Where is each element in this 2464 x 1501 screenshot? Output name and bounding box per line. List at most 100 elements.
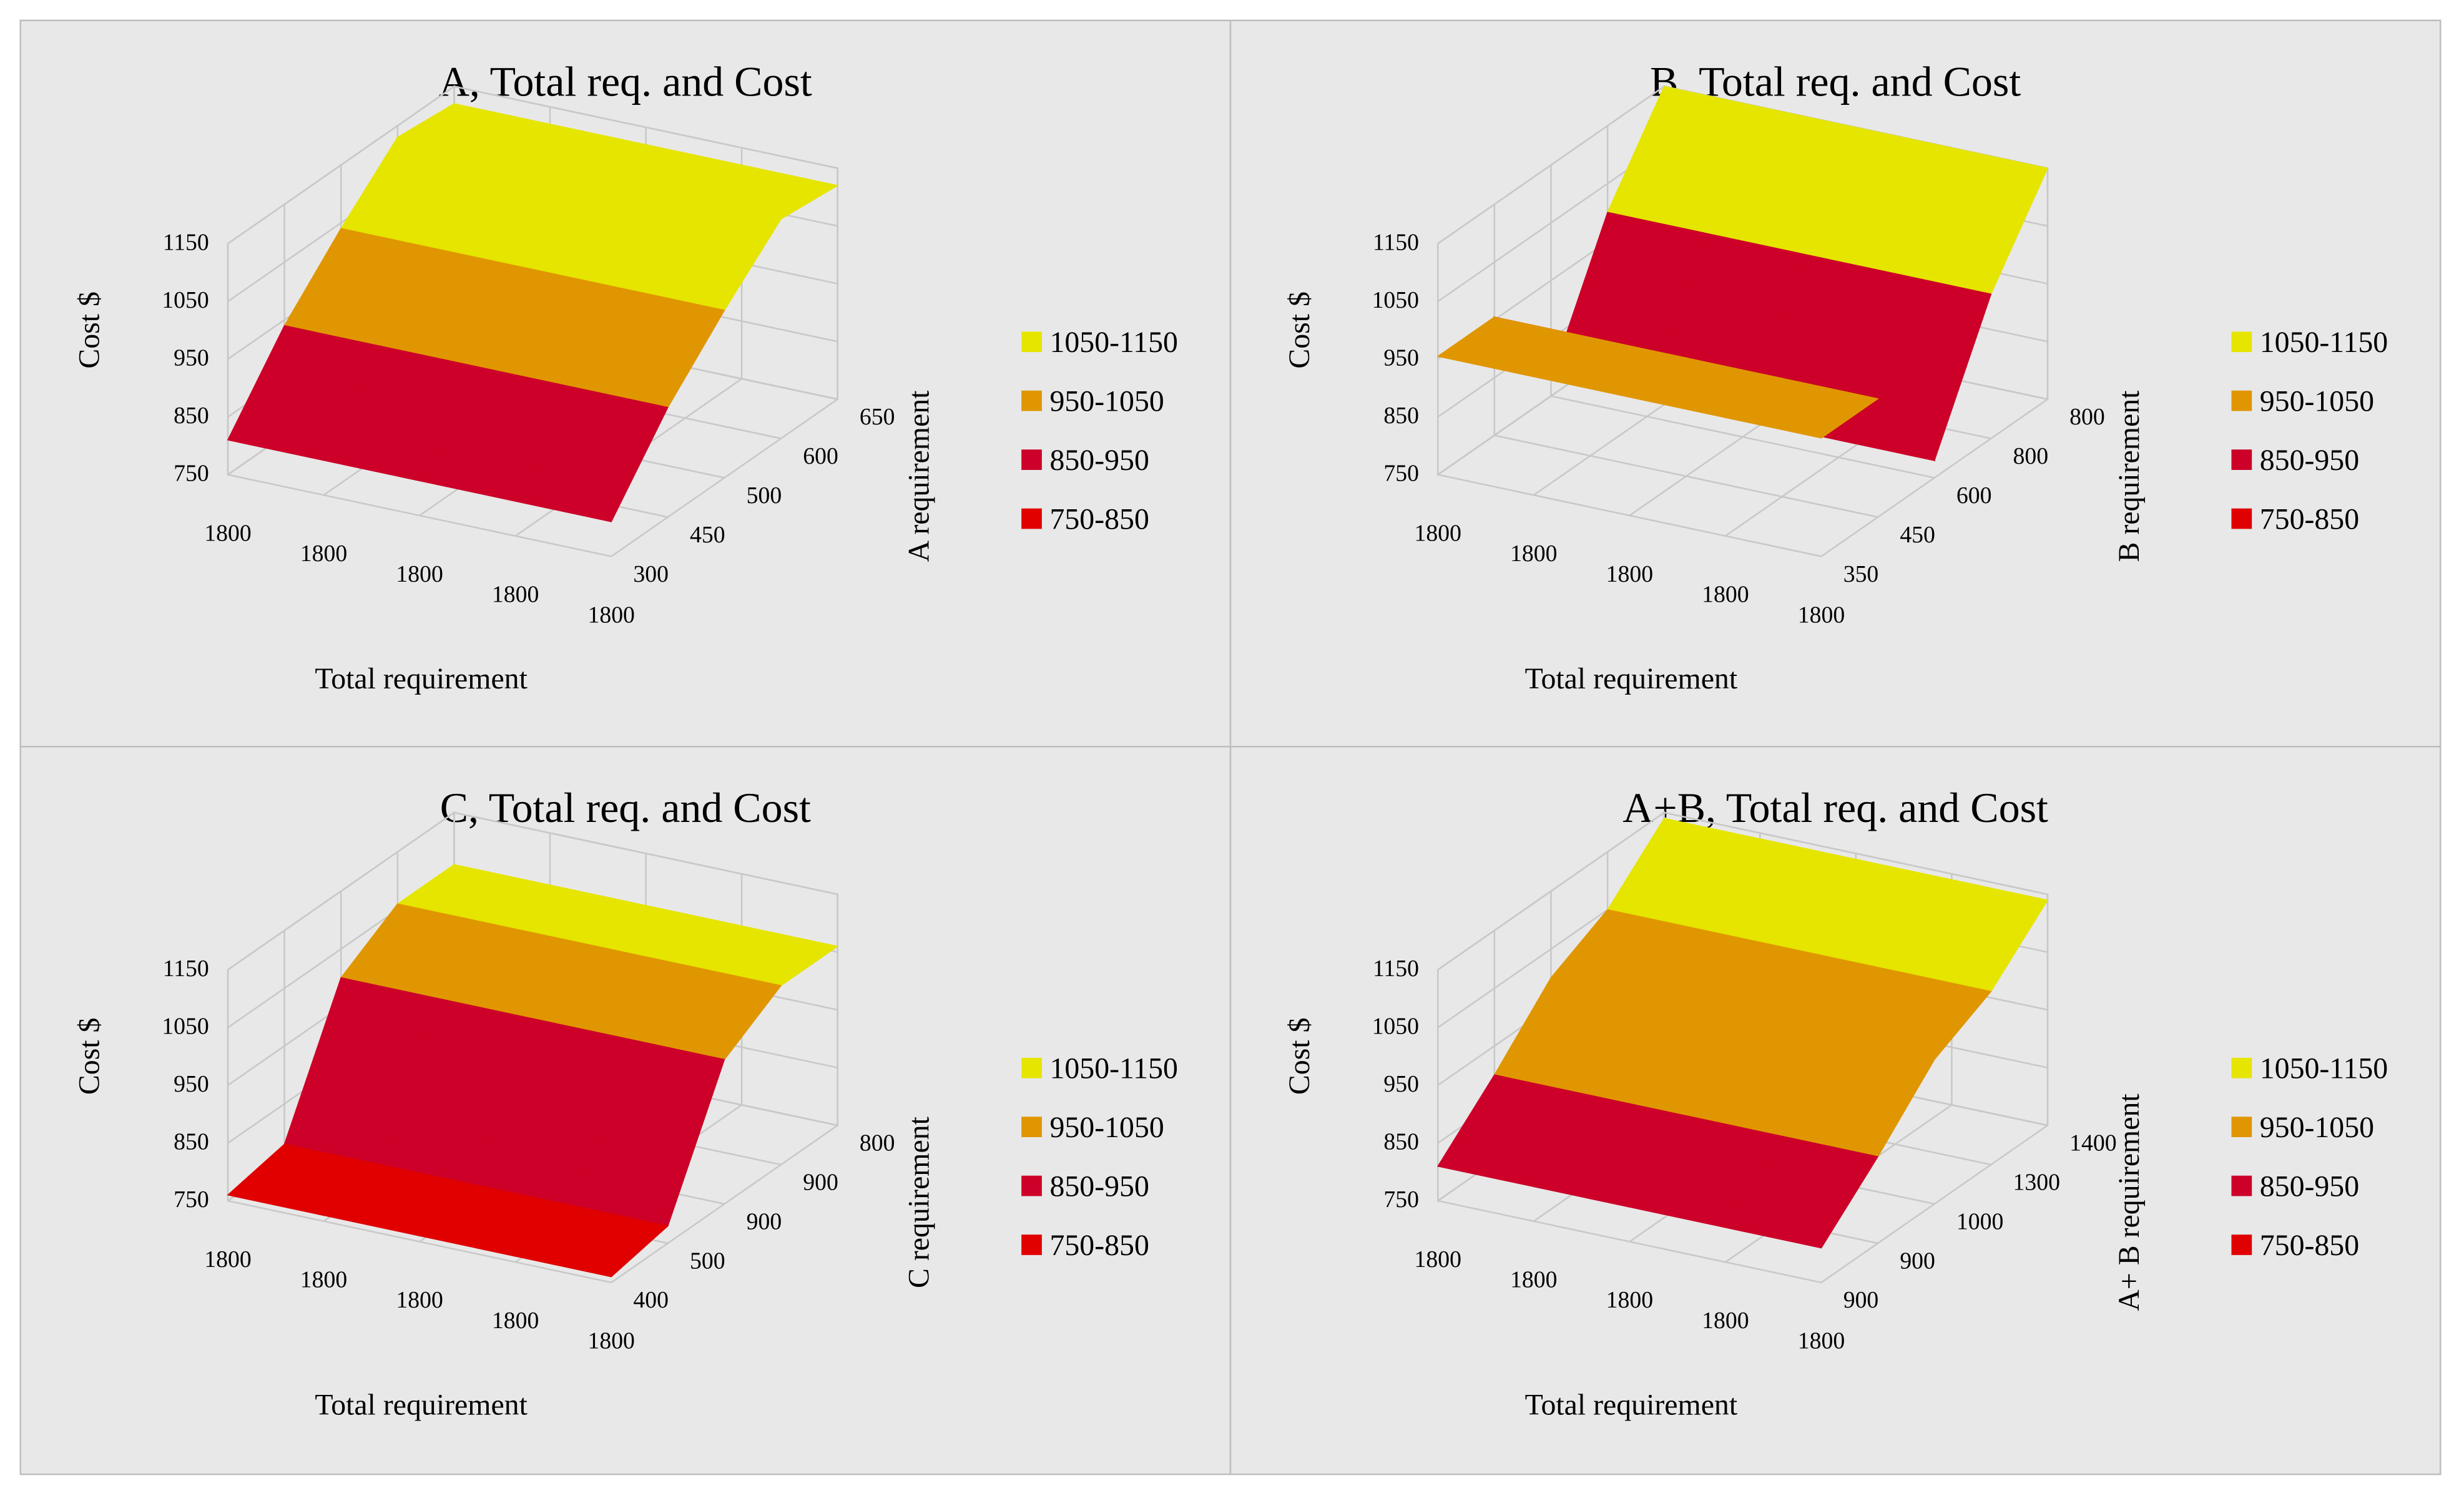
legend-swatch (1021, 1235, 1042, 1255)
legend-label: 1050-1150 (2260, 1052, 2388, 1085)
z-tick-label: 1150 (1373, 956, 1419, 982)
depth-tick-label: 450 (690, 522, 725, 548)
z-tick-label: 950 (174, 345, 209, 371)
z-tick-label: 1150 (163, 956, 209, 982)
legend-swatch (2231, 331, 2252, 353)
x-tick-label: 1800 (1606, 1287, 1653, 1313)
z-axis-title: Cost $ (73, 291, 106, 369)
z-tick-label: 750 (174, 1186, 209, 1213)
legend-swatch (2231, 508, 2252, 529)
z-tick-label: 850 (1383, 403, 1419, 429)
x-axis-title: Total requirement (315, 662, 528, 695)
x-axis-title: Total requirement (1525, 662, 1738, 695)
depth-tick-label: 1300 (2013, 1169, 2060, 1195)
z-tick-label: 950 (1383, 345, 1419, 371)
legend-label: 1050-1150 (1050, 326, 1178, 359)
x-tick-label: 1800 (1798, 1328, 1845, 1354)
depth-axis-title: B requirement (2113, 390, 2146, 562)
x-tick-label: 1800 (1702, 582, 1749, 608)
x-tick-label: 1800 (587, 1328, 634, 1354)
legend-swatch (1021, 390, 1042, 411)
legend-label: 750-850 (1050, 1229, 1149, 1262)
x-tick-label: 1800 (492, 1308, 539, 1334)
depth-tick-label: 300 (633, 561, 669, 587)
z-tick-label: 850 (174, 1129, 209, 1155)
legend-swatch (2231, 449, 2252, 470)
x-tick-label: 1800 (300, 540, 347, 567)
z-tick-label: 950 (1383, 1071, 1419, 1097)
legend-label: 750-850 (2260, 1229, 2359, 1262)
legend-label: 850-950 (1050, 444, 1149, 477)
grid-line (611, 168, 838, 557)
depth-axis-title: A requirement (903, 390, 936, 562)
z-tick-label: 1150 (1373, 229, 1419, 255)
z-tick-label: 750 (174, 461, 209, 487)
grid-line (227, 243, 612, 557)
depth-tick-label: 1400 (2069, 1130, 2116, 1156)
surface-patch (514, 1205, 669, 1278)
depth-tick-label: 650 (860, 404, 895, 430)
z-tick-label: 1050 (162, 287, 209, 313)
depth-tick-label: 350 (1843, 561, 1879, 587)
legend-swatch (1021, 1117, 1042, 1138)
x-tick-label: 1800 (1606, 561, 1653, 587)
x-tick-label: 1800 (1510, 1267, 1557, 1293)
depth-tick-label: 900 (1900, 1248, 1935, 1274)
z-tick-label: 1050 (162, 1013, 209, 1039)
legend-swatch (1021, 1175, 1042, 1196)
grid-line (1436, 243, 1822, 557)
x-tick-label: 1800 (1702, 1308, 1749, 1334)
x-tick-label: 1800 (396, 561, 443, 587)
chart-title: C, Total req. and Cost (440, 784, 811, 831)
legend-label: 950-1050 (1050, 385, 1164, 418)
depth-axis-title: C requirement (903, 1116, 936, 1288)
depth-tick-label: 600 (803, 443, 838, 469)
grid-line (1493, 204, 1878, 518)
z-tick-label: 750 (1383, 1186, 1419, 1213)
x-tick-label: 1800 (204, 1246, 251, 1273)
depth-tick-label: 900 (1843, 1287, 1879, 1313)
grid-line (1436, 969, 1822, 1284)
depth-tick-label: 500 (690, 1248, 725, 1274)
depth-tick-label: 800 (860, 1130, 895, 1156)
x-tick-label: 1800 (1510, 540, 1557, 567)
surface-patch (514, 386, 669, 522)
x-axis-title: Total requirement (315, 1388, 528, 1421)
legend-swatch (1021, 1057, 1042, 1078)
depth-tick-label: 800 (2013, 443, 2049, 469)
legend-swatch (1021, 331, 1042, 353)
legend-swatch (2231, 390, 2252, 411)
legend-swatch (2231, 1235, 2252, 1255)
surface-patch (1724, 378, 1879, 439)
z-tick-label: 850 (174, 403, 209, 429)
x-tick-label: 1800 (396, 1287, 443, 1313)
legend-swatch (2231, 1057, 2252, 1078)
grid-line (227, 969, 612, 1284)
depth-tick-label: 600 (1956, 482, 1992, 509)
x-axis-title: Total requirement (1525, 1388, 1738, 1421)
x-tick-label: 1800 (587, 602, 634, 628)
grid-line (1550, 165, 1935, 479)
x-tick-label: 1800 (1798, 602, 1845, 628)
depth-tick-label: 800 (2069, 404, 2105, 430)
depth-tick-label: 900 (747, 1208, 782, 1235)
x-tick-label: 1800 (1415, 1246, 1461, 1273)
z-axis-title: Cost $ (1283, 291, 1316, 369)
z-tick-label: 1050 (1372, 1013, 1419, 1039)
depth-tick-label: 400 (633, 1287, 669, 1313)
legend-label: 1050-1150 (1050, 1052, 1178, 1085)
legend-swatch (2231, 1175, 2252, 1196)
legend-label: 950-1050 (1050, 1111, 1164, 1144)
legend-swatch (1021, 449, 1042, 470)
depth-tick-label: 500 (747, 482, 782, 509)
depth-tick-label: 1000 (1956, 1208, 2003, 1235)
surface-patch (1724, 1135, 1879, 1249)
x-tick-label: 1800 (1415, 520, 1461, 546)
z-axis-title: Cost $ (1283, 1018, 1316, 1095)
legend-label: 1050-1150 (2260, 326, 2388, 359)
legend-label: 750-850 (1050, 502, 1149, 535)
x-tick-label: 1800 (300, 1267, 347, 1293)
x-tick-label: 1800 (204, 520, 251, 546)
